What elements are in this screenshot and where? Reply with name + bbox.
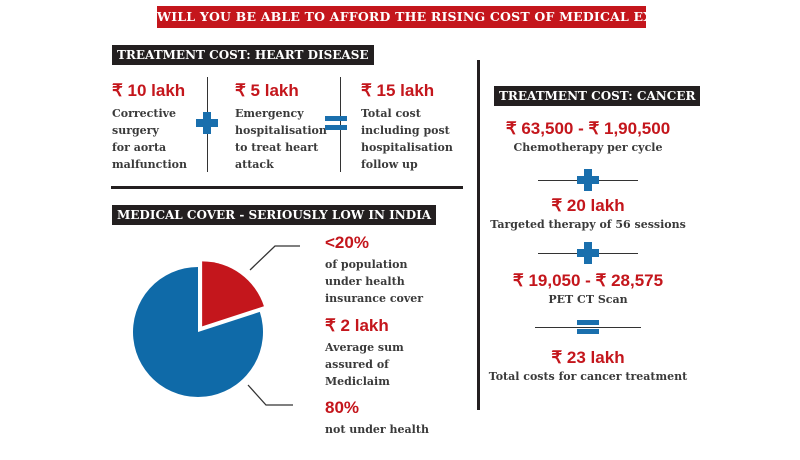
cancer-label: Total costs for cancer treatment <box>488 370 688 383</box>
desc-line: hospitalisation <box>361 141 453 154</box>
plus-icon <box>196 112 218 134</box>
desc-line: insurance cover <box>325 292 424 305</box>
stat-covered: <20% of population under health insuranc… <box>325 233 423 307</box>
cancer-item-chemo: ₹ 63,500 - ₹ 1,90,500 Chemotherapy per c… <box>478 119 698 156</box>
desc-line: attack <box>235 158 274 171</box>
stat-sum-assured: ₹ 2 lakh Average sum assured of Mediclai… <box>325 316 404 390</box>
desc-line: assured of <box>325 358 389 371</box>
equals-icon <box>325 116 347 130</box>
cancer-label: Targeted therapy of 56 sessions <box>490 218 686 231</box>
coverage-pie <box>133 245 300 406</box>
heart-item-total: ₹ 15 lakh Total cost including post hosp… <box>361 81 453 173</box>
desc-line: not under health <box>325 423 429 436</box>
stat-not-covered: 80% not under health <box>325 398 429 438</box>
connector-line <box>535 327 641 328</box>
heart-header: TREATMENT COST: HEART DISEASE <box>112 45 374 65</box>
plus-icon <box>577 169 599 191</box>
desc-line: follow up <box>361 158 418 171</box>
desc-line: Average sum <box>325 341 404 354</box>
desc-line: hospitalisation <box>235 124 327 137</box>
pie-slice-not-covered <box>133 267 263 397</box>
stat-value: 80% <box>325 398 360 417</box>
section-divider <box>111 186 463 189</box>
desc-line: of population <box>325 258 408 271</box>
divider <box>340 77 341 172</box>
plus-icon <box>577 242 599 264</box>
desc-line: for aorta <box>112 141 167 154</box>
heart-item-emergency: ₹ 5 lakh Emergency hospitalisation to tr… <box>235 81 327 173</box>
desc-line: Total cost <box>361 107 421 120</box>
pie-slice-covered <box>202 261 264 327</box>
cancer-amount: ₹ 23 lakh <box>551 348 625 367</box>
cancer-item-petct: ₹ 19,050 - ₹ 28,575 PET CT Scan <box>478 271 698 308</box>
desc-line: Corrective <box>112 107 177 120</box>
desc-line: including post <box>361 124 450 137</box>
cancer-label: PET CT Scan <box>548 293 628 306</box>
cancer-amount: ₹ 19,050 - ₹ 28,575 <box>512 271 664 290</box>
heart-amount: ₹ 5 lakh <box>235 81 299 100</box>
desc-line: malfunction <box>112 158 187 171</box>
leader-line-covered <box>249 245 300 271</box>
heart-amount: ₹ 10 lakh <box>112 81 186 100</box>
leader-line-not-covered <box>247 384 293 406</box>
heart-amount: ₹ 15 lakh <box>361 81 435 100</box>
cancer-header: TREATMENT COST: CANCER <box>494 86 701 106</box>
heart-item-surgery: ₹ 10 lakh Corrective surgery for aorta m… <box>112 81 187 173</box>
cancer-amount: ₹ 20 lakh <box>551 196 625 215</box>
cancer-item-targeted: ₹ 20 lakh Targeted therapy of 56 session… <box>478 196 698 233</box>
cancer-label: Chemotherapy per cycle <box>513 141 663 154</box>
cancer-item-total: ₹ 23 lakh Total costs for cancer treatme… <box>478 348 698 385</box>
desc-line: Emergency <box>235 107 304 120</box>
cancer-amount: ₹ 63,500 - ₹ 1,90,500 <box>505 119 671 138</box>
column-divider <box>477 60 480 410</box>
title-banner: WILL YOU BE ABLE TO AFFORD THE RISING CO… <box>157 6 712 28</box>
stat-value: ₹ 2 lakh <box>325 316 389 335</box>
desc-line: under health <box>325 275 405 288</box>
stat-value: <20% <box>325 233 369 252</box>
desc-line: Mediclaim <box>325 375 390 388</box>
equals-icon <box>577 320 599 334</box>
desc-line: surgery <box>112 124 159 137</box>
desc-line: to treat heart <box>235 141 319 154</box>
cover-header: MEDICAL COVER - SERIOUSLY LOW IN INDIA <box>112 205 437 225</box>
